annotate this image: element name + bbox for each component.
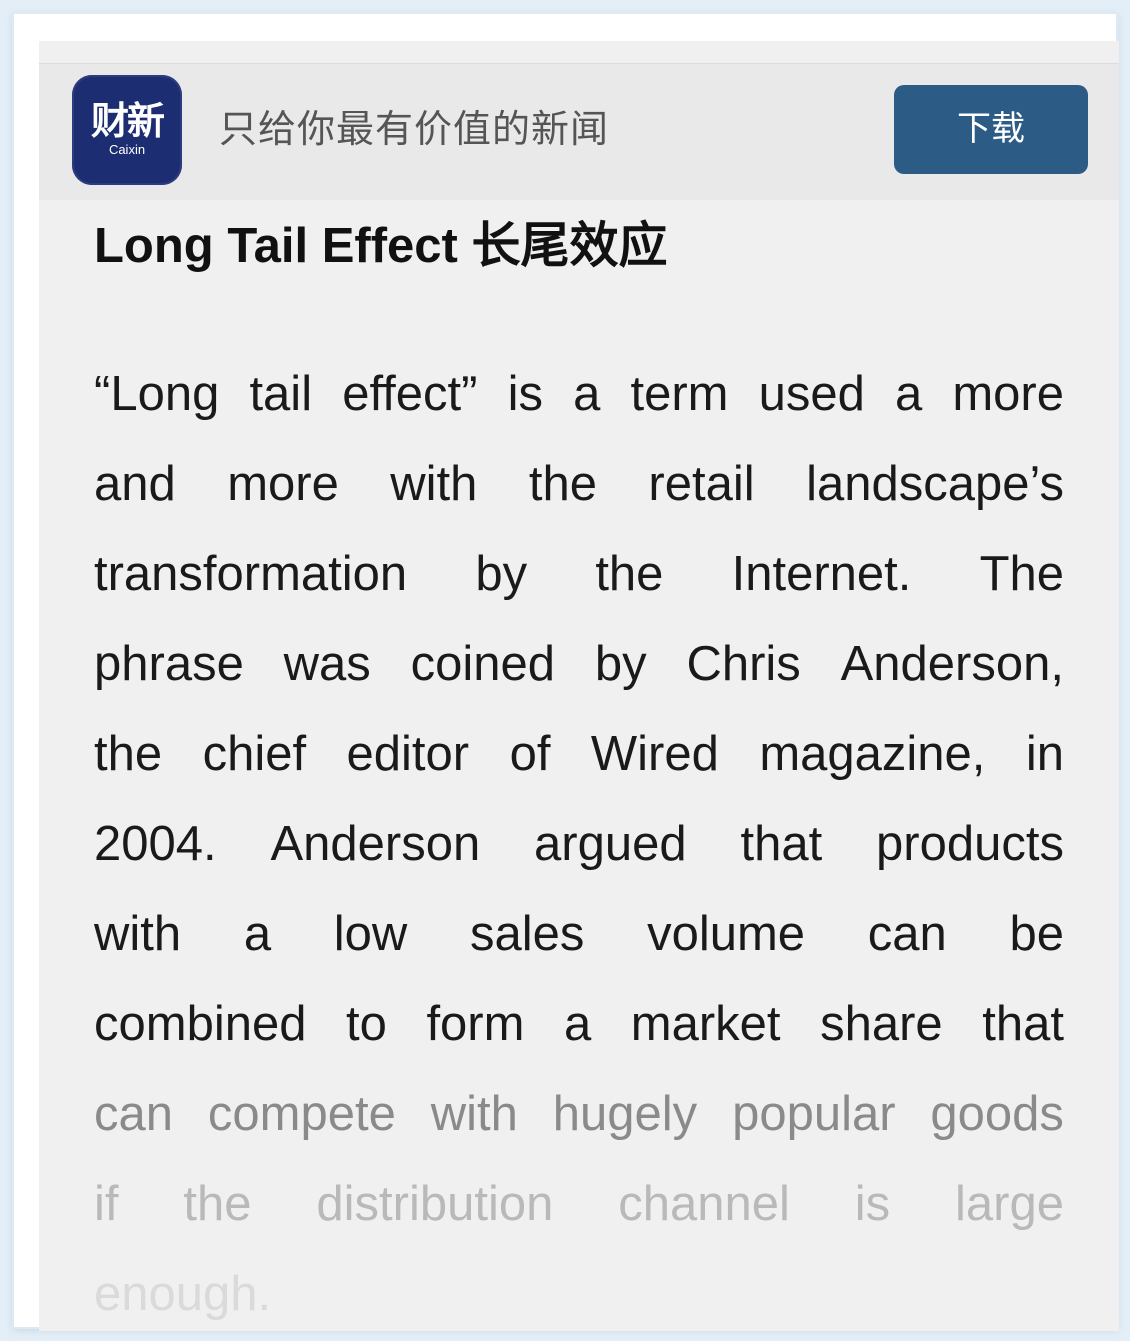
body-word: in — [1025, 727, 1064, 781]
body-line: if the distribution channel is large — [94, 1159, 1064, 1249]
body-word: channel — [618, 1177, 790, 1231]
body-word: “Long — [94, 367, 220, 421]
caixin-logo-icon[interactable]: 财新 Caixin — [72, 75, 182, 185]
body-word: that — [982, 997, 1064, 1051]
body-word: the — [595, 547, 664, 601]
body-word: Chris — [686, 637, 801, 691]
body-word: if — [94, 1177, 119, 1231]
article-title: Long Tail Effect 长尾效应 — [94, 219, 668, 273]
body-word: of — [509, 727, 551, 781]
body-word: a — [894, 367, 923, 421]
body-word: a — [563, 997, 592, 1051]
body-word: and — [94, 457, 176, 511]
body-word: hugely — [552, 1087, 698, 1141]
body-word: with — [94, 907, 182, 961]
body-line: enough. — [94, 1249, 1064, 1331]
body-word: tail — [249, 367, 313, 421]
body-word: the — [94, 727, 163, 781]
body-word: low — [333, 907, 408, 961]
body-line: with a low sales volume can be — [94, 889, 1064, 979]
body-word: landscape’s — [806, 457, 1064, 511]
body-word: goods — [930, 1087, 1064, 1141]
body-word: Internet. — [731, 547, 912, 601]
body-word: enough. — [94, 1267, 272, 1321]
body-word: with — [390, 457, 478, 511]
body-line: 2004. Anderson argued that products — [94, 799, 1064, 889]
body-word: the — [528, 457, 597, 511]
body-word: a — [573, 367, 601, 421]
body-word: is — [507, 367, 543, 421]
body-word: transformation — [94, 547, 408, 601]
body-word: that — [740, 817, 823, 871]
body-word: 2004. — [94, 817, 217, 871]
body-word: to — [346, 997, 387, 1051]
body-word: sales — [470, 907, 585, 961]
body-word: the — [183, 1177, 252, 1231]
body-word: coined — [410, 637, 556, 691]
body-word: market — [630, 997, 781, 1051]
body-word: with — [430, 1087, 518, 1141]
body-word: retail — [648, 457, 755, 511]
body-word: more — [952, 367, 1064, 421]
article-page: 财新 Caixin 只给你最有价值的新闻 下载 Long Tail Effect… — [39, 41, 1119, 1331]
body-line: and more with the retail landscape’s — [94, 439, 1064, 529]
body-word: can — [94, 1087, 174, 1141]
download-button[interactable]: 下载 — [894, 85, 1088, 174]
body-word: can — [867, 907, 947, 961]
body-word: combined — [94, 997, 307, 1051]
body-word: argued — [534, 817, 687, 871]
body-word: by — [475, 547, 528, 601]
body-word: chief — [202, 727, 307, 781]
body-word: large — [955, 1177, 1064, 1231]
logo-english-text: Caixin — [108, 142, 146, 157]
body-word: used — [758, 367, 865, 421]
body-word: distribution — [316, 1177, 554, 1231]
article-body: “Long tail effect” is a term used a more and more w… — [94, 349, 1064, 1331]
screenshot-frame: 财新 Caixin 只给你最有价值的新闻 下载 Long Tail Effect… — [14, 14, 1119, 1331]
body-word: popular — [732, 1087, 896, 1141]
body-word: Anderson — [270, 817, 481, 871]
body-word: be — [1009, 907, 1064, 961]
body-word: phrase — [94, 637, 244, 691]
body-line: transformation by the Internet. The — [94, 529, 1064, 619]
banner-tagline: 只给你最有价值的新闻 — [219, 107, 610, 151]
body-word: share — [820, 997, 943, 1051]
body-word: form — [426, 997, 525, 1051]
body-word: effect” — [342, 367, 478, 421]
body-word: products — [876, 817, 1064, 871]
body-line: phrase was coined by Chris Anderson, — [94, 619, 1064, 709]
body-word: by — [594, 637, 647, 691]
body-line: combined to form a market share that — [94, 979, 1064, 1069]
body-word: compete — [207, 1087, 396, 1141]
body-word: was — [283, 637, 371, 691]
body-word: magazine, — [759, 727, 986, 781]
body-word: term — [630, 367, 729, 421]
app-download-banner: 财新 Caixin 只给你最有价值的新闻 下载 — [39, 63, 1119, 200]
body-line: can compete with hugely popular goods — [94, 1069, 1064, 1159]
body-word: Anderson, — [840, 637, 1064, 691]
body-word: a — [243, 907, 272, 961]
body-line: “Long tail effect” is a term used a more — [94, 349, 1064, 439]
body-word: editor — [346, 727, 470, 781]
body-word: more — [227, 457, 339, 511]
body-line: the chief editor of Wired magazine, in — [94, 709, 1064, 799]
body-word: volume — [647, 907, 806, 961]
body-word: is — [854, 1177, 891, 1231]
body-word: Wired — [590, 727, 719, 781]
body-word: The — [979, 547, 1064, 601]
logo-chinese-text: 财新 — [90, 99, 165, 143]
